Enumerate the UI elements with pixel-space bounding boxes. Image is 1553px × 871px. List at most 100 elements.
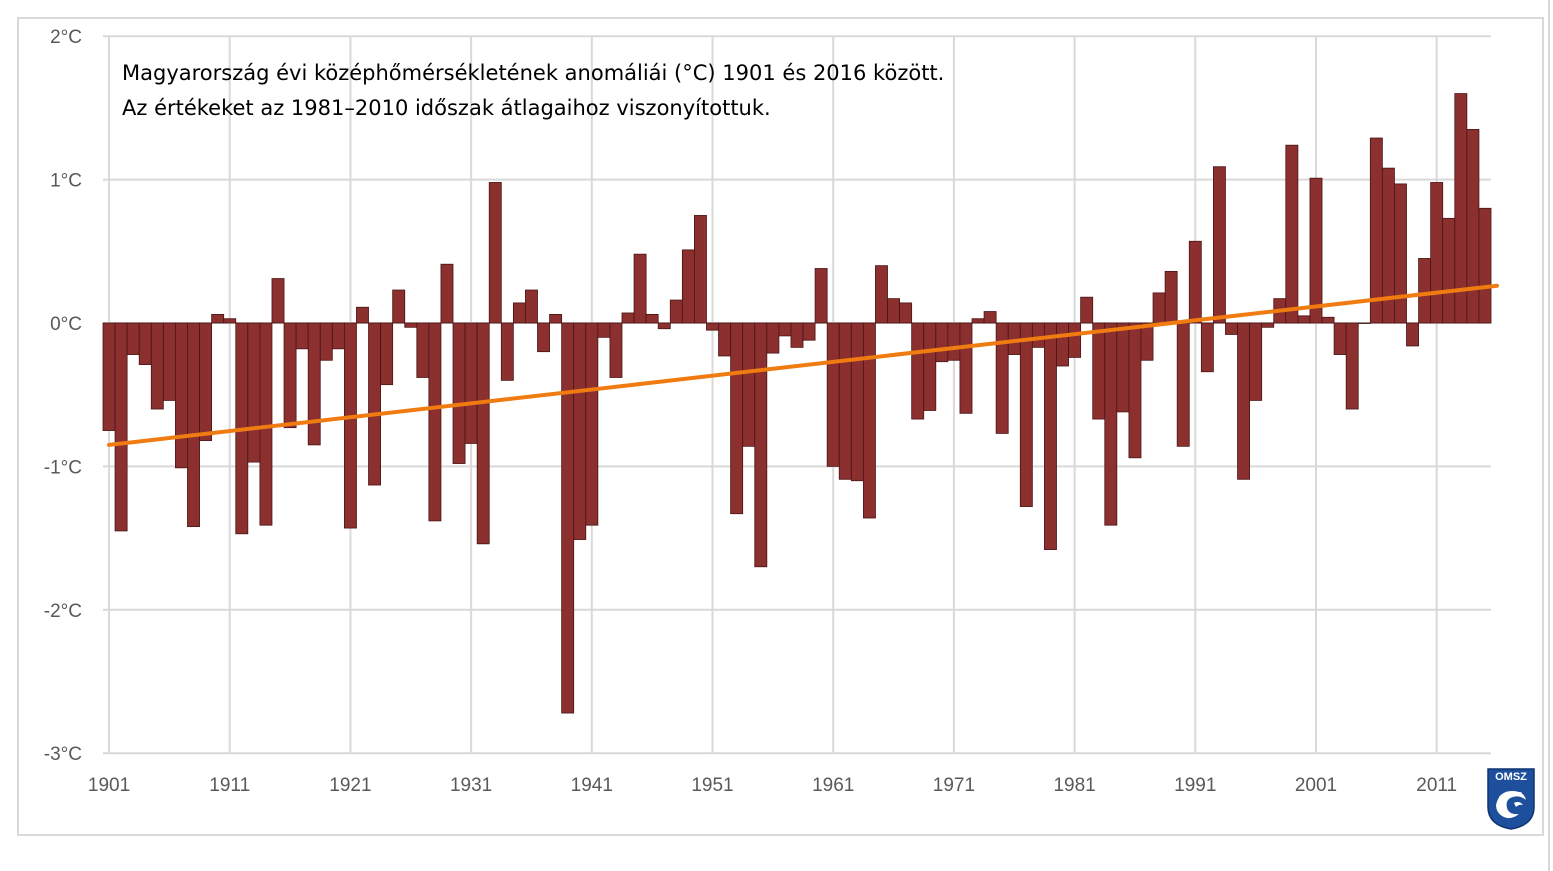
bar-1993	[1213, 166, 1226, 324]
chart-title: Magyarország évi középhőmérsékletének an…	[122, 56, 944, 126]
x-tick-label: 1991	[1174, 775, 1216, 796]
bar-1907	[175, 322, 188, 469]
x-tick-label: 1951	[691, 775, 733, 796]
bar-1904	[138, 322, 152, 365]
y-tick-label: -2°C	[44, 601, 82, 622]
bar-2015	[1478, 207, 1492, 324]
bar-1991	[1188, 240, 1202, 324]
bar-1930	[452, 322, 466, 464]
bar-1936	[525, 289, 538, 324]
bar-1901	[102, 322, 116, 431]
bar-2006	[1369, 137, 1383, 324]
bar-1968	[911, 322, 925, 420]
bar-1922	[356, 306, 369, 324]
title-line-2: Az értékeket az 1981–2010 időszak átlaga…	[122, 96, 771, 120]
bar-1996	[1249, 322, 1263, 401]
bar-1959	[802, 322, 816, 341]
trend-line-group	[107, 283, 1500, 447]
bar-1941	[585, 322, 599, 526]
bar-1971	[947, 322, 961, 361]
bar-2009	[1406, 322, 1419, 347]
right-border	[1548, 0, 1550, 871]
bar-2012	[1442, 217, 1456, 324]
bar-1929	[440, 263, 454, 324]
y-axis-labels: 2°C 1°C 0°C -1°C -2°C -3°C	[44, 27, 82, 765]
bar-1925	[392, 289, 406, 324]
bar-2001	[1309, 177, 1323, 324]
bar-1995	[1237, 322, 1251, 480]
bar-1940	[573, 322, 587, 540]
bar-1958	[790, 322, 804, 348]
bar-1987	[1140, 322, 1154, 361]
bar-2008	[1394, 183, 1407, 324]
bar-1986	[1128, 322, 1142, 459]
bar-1999	[1285, 144, 1299, 324]
bar-1923	[368, 322, 381, 486]
bar-1985	[1116, 322, 1130, 413]
bar-2005	[1357, 322, 1371, 324]
trend-line	[107, 283, 1500, 447]
bar-1954	[742, 322, 756, 447]
bar-1949	[681, 249, 695, 324]
x-tick-label: 1981	[1053, 775, 1095, 796]
bar-1972	[959, 322, 973, 414]
bar-1970	[935, 322, 949, 363]
bar-1974	[983, 311, 997, 324]
bar-1908	[187, 322, 200, 528]
bar-1902	[114, 322, 128, 532]
bar-1964	[862, 322, 876, 519]
bar-1962	[838, 322, 852, 480]
bar-1906	[162, 322, 176, 401]
bar-1989	[1164, 270, 1178, 324]
bar-1918	[307, 322, 321, 446]
bar-1966	[887, 298, 900, 324]
bar-1983	[1092, 322, 1106, 420]
bar-1943	[609, 322, 623, 378]
bar-1913	[247, 322, 261, 463]
bar-1947	[657, 322, 671, 330]
bar-2014	[1466, 129, 1480, 324]
bar-1946	[645, 313, 659, 324]
x-axis-labels: 1901 1911 1921 1931 1941 1951 1961 1971 1981 1991…	[88, 775, 1457, 796]
bar-2000	[1297, 315, 1311, 324]
x-tick-label: 1971	[933, 775, 975, 796]
x-tick-label: 1921	[329, 775, 371, 796]
bar-1921	[343, 322, 357, 529]
y-tick-label: 0°C	[50, 314, 82, 335]
y-tick-label: 1°C	[50, 171, 82, 192]
bar-1969	[923, 322, 937, 411]
bar-1963	[850, 322, 864, 482]
x-tick-label: 1901	[88, 775, 130, 796]
bar-1950	[694, 215, 707, 324]
bar-1914	[259, 322, 273, 526]
bar-1938	[549, 313, 563, 324]
x-tick-label: 1941	[571, 775, 613, 796]
bars	[102, 93, 1492, 714]
bar-2010	[1418, 258, 1432, 324]
bar-1965	[875, 265, 888, 324]
bar-1903	[126, 322, 140, 355]
bar-1952	[718, 322, 732, 357]
bar-1973	[971, 318, 985, 324]
bar-1967	[899, 302, 913, 324]
bar-1933	[488, 182, 502, 324]
bar-1951	[706, 322, 719, 331]
title-line-1: Magyarország évi középhőmérsékletének an…	[122, 61, 945, 85]
bar-1926	[404, 322, 418, 328]
bar-1948	[669, 299, 683, 324]
bar-1955	[754, 322, 768, 568]
bar-2003	[1333, 322, 1347, 355]
bar-1977	[1019, 322, 1033, 507]
bar-1997	[1261, 322, 1275, 328]
bar-1911	[223, 318, 237, 324]
x-tick-label: 2011	[1416, 775, 1457, 796]
bar-1979	[1044, 322, 1057, 550]
bar-1980	[1056, 322, 1069, 367]
bar-1910	[211, 313, 225, 324]
bar-1920	[331, 322, 345, 350]
bar-1924	[380, 322, 394, 386]
y-tick-label: -3°C	[44, 744, 82, 765]
bar-1917	[295, 322, 309, 350]
x-tick-label: 1911	[209, 775, 250, 796]
